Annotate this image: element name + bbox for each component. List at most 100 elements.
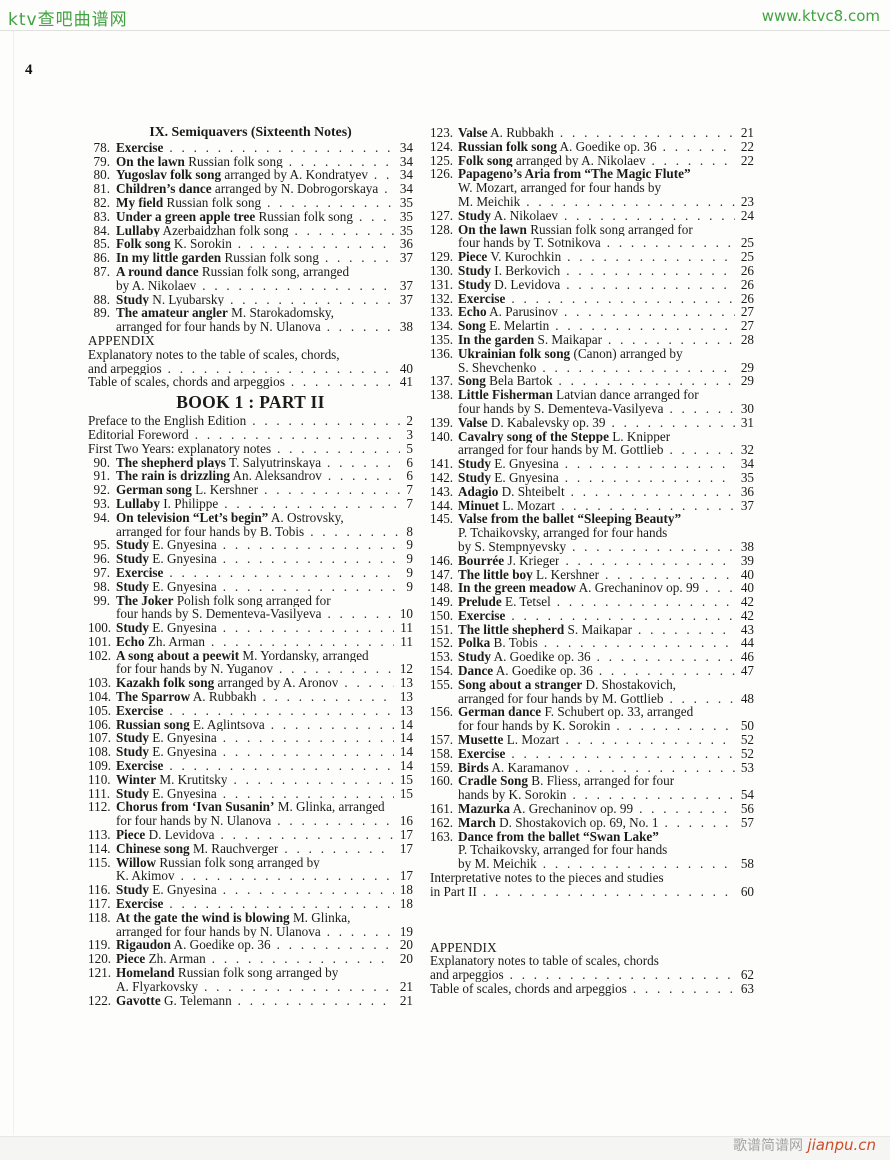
entry-page-number: 34 [399,167,413,183]
entry-title: Echo Zh. Arman [116,634,206,649]
toc-entry: 106. Russian song E. Aglintsova 14 [88,717,413,732]
toc-entry: 107. Study E. Gnyesina 14 [88,731,413,745]
entry-body: Papageno’s Aria from “The Magic Flute” W.… [458,167,754,208]
toc-entry: 147. The little boy L. Kershner 40 [430,567,754,582]
entry-title: On the lawn Russian folk song [116,154,283,169]
entry-number: 108. [88,744,112,760]
entry-body: Song Bela Bartok 29 [458,374,754,388]
dot-leader [319,251,394,265]
dot-leader [273,662,394,676]
entry-line: In the green meadow A. Grechaninov op. 9… [458,581,754,595]
toc-entry: 120. Piece Zh. Arman 20 [88,952,413,966]
entry-title: Winter M. Krutitsky [116,772,228,787]
entry-body: March D. Shostakovich op. 69, No. 1 57 [458,816,754,830]
toc-entry: 104. The Sparrow A. Rubbakh 13 [88,690,413,704]
entry-body: Exercise 13 [116,704,413,718]
entry-body: Piece V. Kurochkin 25 [458,250,754,264]
dot-leader [378,182,394,196]
dot-leader [606,416,735,430]
entry-number: 92. [93,482,110,498]
entry-line: The little boy L. Kershner 40 [458,567,754,582]
entry-title: Chorus from ‘Ivan Susanin’ M. Glinka, ar… [116,800,385,815]
toc-entry: Explanatory notes to the table of scales… [88,348,413,376]
dot-leader [659,816,735,830]
entry-title: Study E. Gnyesina [458,470,559,485]
entry-line: Study A. Goedike op. 36 46 [458,650,754,664]
entry-body: Minuet L. Mozart 37 [458,498,754,513]
entry-page-number: 21 [399,978,413,994]
dot-leader [163,759,393,773]
dot-leader [271,814,394,828]
toc-entry: First Two Years: explanatory notes 5 [88,441,413,456]
watermark-bottom-gray-text: 歌谱简谱网 [732,1138,808,1154]
entry-line: March D. Shostakovich op. 69, No. 1 57 [458,816,754,830]
toc-entry: 86. In my little garden Russian folk song… [88,251,413,265]
dot-leader [217,621,395,635]
entry-title: and arpeggios [88,361,162,376]
entry-page-number: 39 [740,552,754,568]
entry-number: 156. [430,704,454,720]
entry-line: Little Fisherman Latvian dance arranged … [458,388,754,402]
entry-title: Editorial Foreword [88,427,189,442]
entry-title: P. Tchaikovsky, arranged for four hands [458,526,668,540]
toc-entry: 89. The amateur angler M. Starokadomsky, a… [88,306,413,334]
entry-line: My field Russian folk song 35 [116,196,413,210]
entry-page-number: 15 [399,771,413,787]
entry-line: for four hands by K. Sorokin 50 [458,719,754,733]
entry-line: Study I. Berkovich 26 [458,264,754,278]
entry-line: German dance F. Schubert op. 33, arrange… [458,705,754,719]
entry-number: 110. [88,771,111,787]
toc-entry: Explanatory notes to table of scales, ch… [430,954,754,982]
dot-leader [278,842,393,856]
entry-line: Song E. Melartin 27 [458,319,754,333]
entry-title: four hands by S. Dementeva-Vasilyeva [116,607,322,622]
entry-page-number: 37 [399,277,413,293]
dot-leader [321,607,393,621]
toc-entry: 154. Dance A. Goedike op. 36 47 [430,664,754,678]
entry-page-number: 9 [406,551,413,567]
entry-page-number: 19 [399,923,413,939]
entry-line: The little shepherd S. Maikapar 43 [458,622,754,637]
entry-line: Piece D. Levidova 17 [116,828,413,842]
entry-body: The Joker Polish folk song arranged for f… [116,594,413,622]
entry-line: Lullaby I. Philippe 7 [116,497,413,511]
entry-page-number: 52 [740,732,754,748]
dot-leader [246,414,400,428]
toc-entry: 84. Lullaby Azerbaidzhan folk song 35 [88,223,413,238]
entry-line: The shepherd plays T. Salyutrinskaya 6 [116,455,413,470]
dot-leader [256,690,393,704]
entry-title: hands by K. Sorokin [458,788,567,803]
entry-number: 149. [430,594,454,610]
toc-entry: 85. Folk song K. Sorokin 36 [88,237,413,251]
toc-entry: 105. Exercise 13 [88,704,413,718]
entry-line: four hands by T. Sotnikova 25 [458,236,754,250]
entry-page-number: 40 [740,580,754,596]
dot-leader [215,828,394,842]
entry-body: Homeland Russian folk song arranged by A.… [116,966,413,994]
entry-line: Dance A. Goedike op. 36 47 [458,664,754,678]
dot-leader [663,692,734,706]
entry-line: W. Mozart, arranged for four hands by [458,181,754,195]
entry-body: Lullaby Azerbaidzhan folk song 35 [116,223,413,238]
dot-leader [657,140,735,154]
entry-number: 153. [430,649,454,665]
dot-leader [163,704,393,718]
entry-line: Ukrainian folk song (Canon) arranged by [458,347,754,361]
toc-entry: 132. Exercise 26 [430,291,754,306]
entry-line: Interpretative notes to the pieces and s… [430,871,754,885]
entry-number: 80. [93,167,110,183]
entry-line: Children’s dance arranged by N. Dobrogor… [116,182,413,196]
entry-line: Study E. Gnyesina 14 [116,731,413,745]
toc-entry: 161. Mazurka A. Grechaninov op. 99 56 [430,802,754,816]
entry-line: Exercise 9 [116,566,413,580]
toc-entry: 145. Valse from the ballet “Sleeping Beau… [430,512,754,553]
entry-line: arranged for four hands by N. Ulanova 38 [116,320,413,334]
toc-entry: 130. Study I. Berkovich 26 [430,264,754,278]
entry-body: Echo A. Parusinov 27 [458,305,754,319]
entry-title: Study E. Gnyesina [458,457,559,471]
entry-number: 118. [88,909,111,925]
entry-body: German song L. Kershner 7 [116,483,413,497]
entry-page-number: 56 [740,801,754,817]
entry-body: Gavotte G. Telemann 21 [116,993,413,1008]
entry-line: Exercise 14 [116,759,413,773]
